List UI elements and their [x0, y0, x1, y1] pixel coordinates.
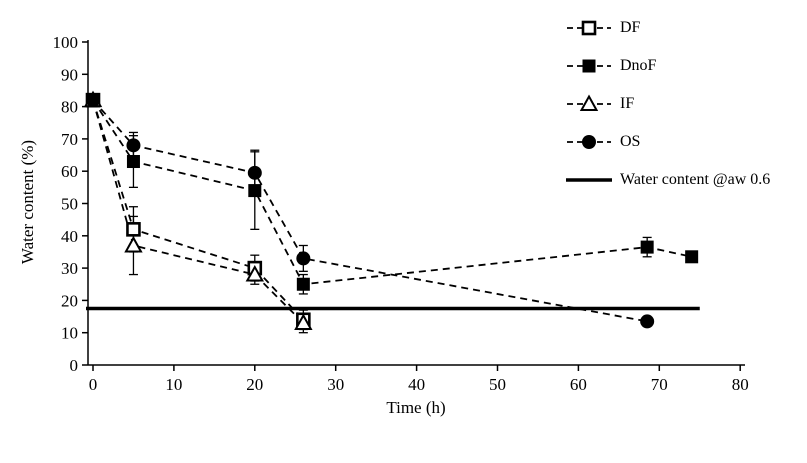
legend-marker-reference-line	[566, 178, 612, 182]
legend-df-icon	[581, 20, 597, 36]
y-tick-label: 80	[61, 98, 78, 117]
marker-os-icon	[640, 314, 655, 329]
x-tick-label: 50	[489, 375, 506, 394]
marker-dnof-icon	[685, 250, 699, 264]
marker-os-icon	[247, 165, 262, 180]
x-tick-label: 10	[165, 375, 182, 394]
series-line-dnof	[92, 99, 692, 286]
x-tick-label: 20	[246, 375, 263, 394]
x-axis-label: Time (h)	[386, 398, 446, 417]
legend-if-icon	[579, 94, 599, 111]
legend-marker-if	[567, 94, 611, 111]
marker-os-icon	[126, 138, 141, 153]
series-line-os	[92, 99, 648, 323]
series-line-df	[92, 99, 304, 321]
legend: DF DnoF IF OS Water content @aw 0.6	[566, 16, 770, 192]
legend-label-reference-line: Water content @aw 0.6	[620, 171, 771, 188]
x-tick-label: 30	[327, 375, 344, 394]
x-tick-label: 80	[732, 375, 749, 394]
legend-item-if: IF	[566, 92, 770, 116]
marker-dnof-icon	[126, 155, 140, 169]
y-tick-label: 40	[61, 227, 78, 246]
x-tick-label: 40	[408, 375, 425, 394]
y-tick-label: 20	[61, 291, 78, 310]
marker-if-icon	[294, 313, 313, 331]
legend-item-dnof: DnoF	[566, 54, 770, 78]
x-tick-label: 0	[89, 375, 98, 394]
y-tick-label: 70	[61, 130, 78, 149]
x-tick-label: 60	[570, 375, 587, 394]
marker-dnof-icon	[640, 240, 654, 254]
y-axis-label: Water content (%)	[18, 139, 37, 265]
legend-marker-df	[567, 20, 611, 36]
y-tick-label: 30	[61, 259, 78, 278]
legend-marker-dnof	[567, 59, 611, 73]
legend-item-os: OS	[566, 130, 770, 154]
y-tick-label: 10	[61, 324, 78, 343]
y-tick-label: 100	[53, 33, 79, 52]
legend-dnof-icon	[582, 59, 596, 73]
marker-os-icon	[86, 93, 100, 108]
marker-df-icon	[126, 222, 141, 237]
y-tick-label: 0	[70, 356, 79, 375]
legend-marker-os	[567, 135, 611, 149]
y-tick-label: 90	[61, 65, 78, 84]
marker-dnof-icon	[248, 184, 262, 198]
marker-if-icon	[124, 235, 143, 253]
legend-os-icon	[582, 135, 596, 149]
x-tick-label: 70	[651, 375, 668, 394]
marker-os-icon	[296, 251, 311, 266]
series-line-if	[92, 99, 304, 324]
y-tick-label: 50	[61, 195, 78, 214]
legend-label-dnof: DnoF	[620, 57, 657, 74]
legend-label-if: IF	[620, 95, 635, 112]
legend-label-df: DF	[620, 19, 641, 36]
legend-item-reference-line: Water content @aw 0.6	[566, 168, 770, 192]
marker-dnof-icon	[296, 277, 310, 291]
legend-label-os: OS	[620, 133, 641, 150]
marker-if-icon	[245, 265, 264, 282]
legend-item-df: DF	[566, 16, 770, 40]
y-tick-label: 60	[61, 162, 78, 181]
